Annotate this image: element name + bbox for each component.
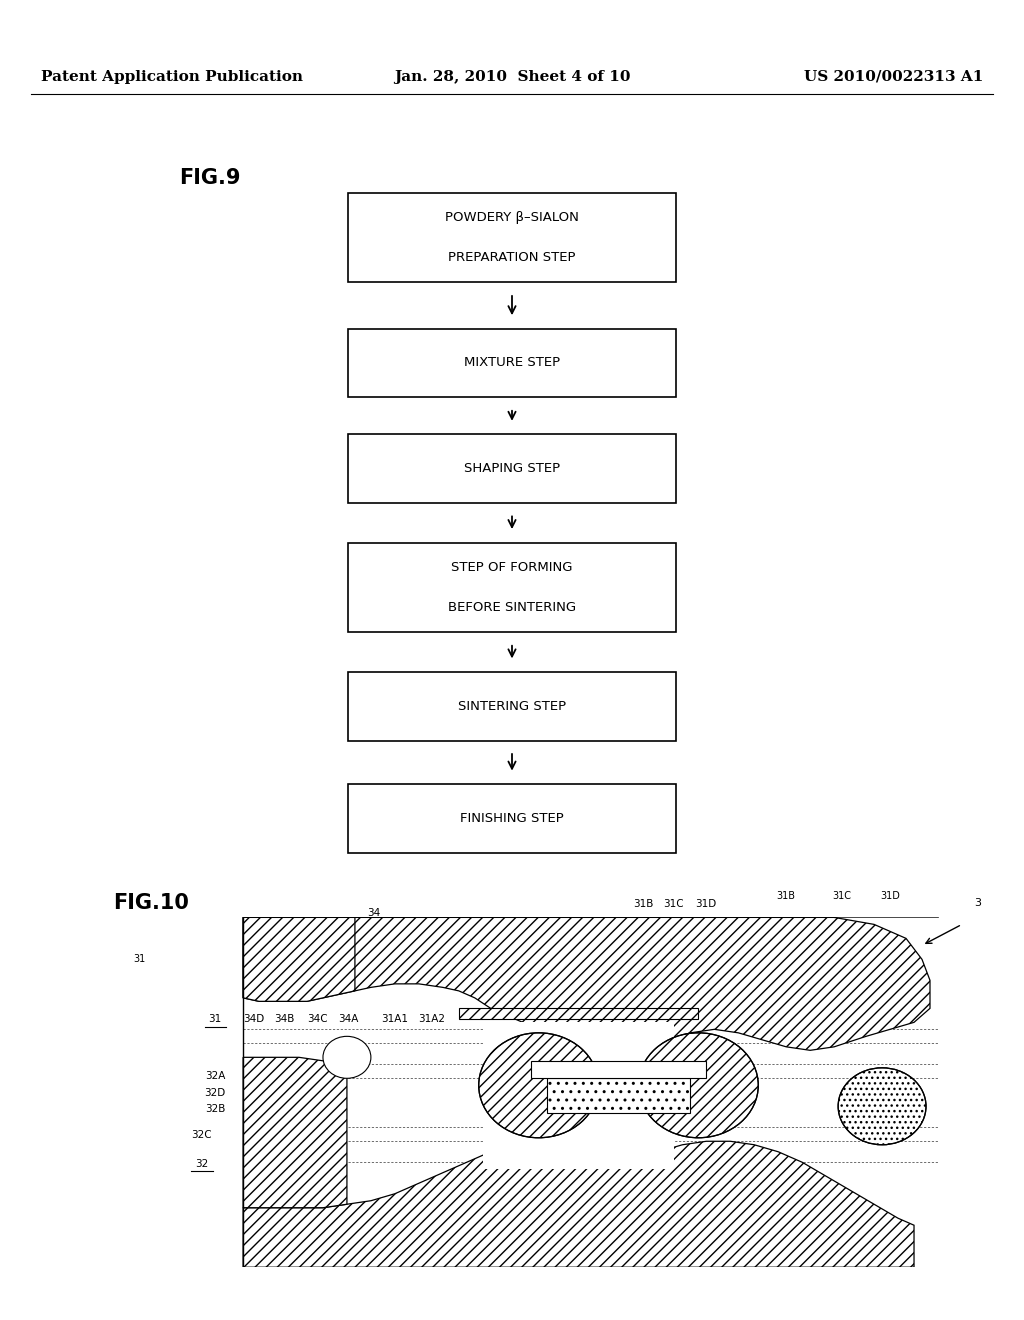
Polygon shape [482,1022,675,1170]
Circle shape [838,1068,926,1144]
Text: US 2010/0022313 A1: US 2010/0022313 A1 [804,70,983,83]
Text: 32D: 32D [205,1088,225,1098]
Bar [348,193,676,282]
Text: MIXTURE STEP: MIXTURE STEP [464,356,560,370]
Text: 34: 34 [368,908,380,919]
Text: FINISHING STEP: FINISHING STEP [460,812,564,825]
Text: BEFORE SINTERING: BEFORE SINTERING [447,601,577,614]
Text: _: _ [161,954,166,965]
Text: 34D: 34D [244,1014,264,1024]
Text: 31: 31 [133,954,145,965]
Text: STEP OF FORMING: STEP OF FORMING [452,561,572,574]
Bar [348,543,676,632]
Text: 31C: 31C [833,891,852,902]
Circle shape [323,1036,371,1078]
Text: 34A: 34A [338,1014,358,1024]
Text: 3: 3 [806,921,812,932]
Text: 33A: 33A [449,1225,469,1236]
Text: FIG.9: FIG.9 [179,168,241,189]
Polygon shape [243,1142,914,1267]
Text: 31D: 31D [880,891,900,902]
Text: 31B: 31B [777,891,796,902]
Text: 32: 32 [196,1159,208,1170]
Text: 31: 31 [209,1014,221,1024]
Text: 31D: 31D [695,899,716,909]
Circle shape [479,1032,598,1138]
Text: 33D: 33D [481,1225,502,1236]
Text: 32C: 32C [191,1130,212,1140]
Text: 31C: 31C [664,899,684,909]
Text: 31A2: 31A2 [419,1014,445,1024]
Text: SHAPING STEP: SHAPING STEP [464,462,560,475]
Text: 31A1: 31A1 [381,1014,408,1024]
Text: PREPARATION STEP: PREPARATION STEP [449,251,575,264]
Polygon shape [243,1057,347,1208]
Circle shape [639,1032,758,1138]
Text: Jan. 28, 2010  Sheet 4 of 10: Jan. 28, 2010 Sheet 4 of 10 [394,70,630,83]
Bar [348,672,676,741]
Bar [530,1061,707,1078]
Text: 32A: 32A [205,1071,225,1081]
Polygon shape [243,917,355,1002]
Text: SINTERING STEP: SINTERING STEP [458,700,566,713]
Bar [348,784,676,853]
Text: 34B: 34B [274,1014,295,1024]
Bar [348,434,676,503]
Polygon shape [459,1008,698,1019]
Text: 33C: 33C [553,1225,573,1236]
Bar [547,1078,690,1113]
Text: Patent Application Publication: Patent Application Publication [41,70,303,83]
Text: 3: 3 [975,899,981,908]
Text: FIG.10: FIG.10 [113,892,188,913]
Bar [348,329,676,397]
Text: 31B: 31B [633,899,653,909]
Text: POWDERY β–SIALON: POWDERY β–SIALON [445,211,579,224]
Polygon shape [243,917,930,1053]
Text: 34C: 34C [307,1014,328,1024]
Text: 32B: 32B [205,1104,225,1114]
Text: 33B: 33B [517,1225,538,1236]
Text: 33: 33 [416,1225,428,1236]
